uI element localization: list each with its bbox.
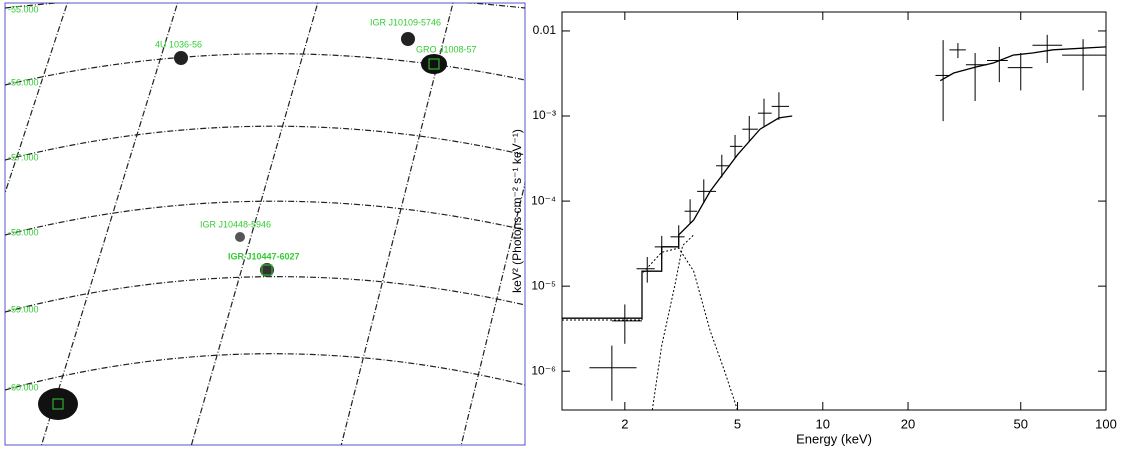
x-tick-label: 5 (734, 416, 741, 431)
component-line (651, 234, 695, 411)
source-blob (174, 51, 188, 65)
x-tick-label: 2 (621, 416, 628, 431)
grid-label: -58.000 (8, 227, 39, 237)
y-tick-label: 10⁻³ (532, 108, 556, 122)
y-tick-label: 10⁻⁴ (531, 193, 556, 207)
source-marker (261, 264, 273, 276)
source-label: IGR J10109-5746 (370, 17, 441, 27)
source-blob (260, 263, 274, 277)
grid-label: -56.000 (8, 77, 39, 87)
source-label: 4U 1036-56 (155, 39, 202, 49)
y-axis-label: keV² (Photons cm⁻² s⁻¹ keV⁻¹) (510, 129, 524, 293)
grid-label: -57.000 (8, 152, 39, 162)
source-marker (428, 58, 440, 70)
grid-line (5, 3, 69, 195)
component-line (562, 247, 738, 411)
source-blob (401, 32, 415, 46)
y-tick-label: 0.01 (533, 23, 557, 37)
x-tick-label: 10 (816, 416, 830, 431)
grid-line (40, 3, 179, 445)
source-label: IGR J10447-6027 (228, 251, 300, 261)
plot-frame (561, 11, 1107, 411)
y-tick-label: 10⁻⁵ (531, 278, 556, 292)
grid-line (190, 3, 319, 445)
x-tick-label: 20 (901, 416, 915, 431)
sky-map (4, 2, 526, 446)
y-tick-label: 10⁻⁶ (531, 363, 556, 377)
grid-label: -60.000 (8, 382, 39, 392)
source-label: IGR J10448-5946 (200, 219, 271, 229)
grid-label: -59.000 (8, 304, 39, 314)
grid-line (460, 180, 525, 445)
source-marker (52, 398, 64, 410)
source-blob (421, 54, 447, 74)
x-tick-label: 50 (1014, 416, 1028, 431)
x-axis-label: Energy (keV) (796, 431, 872, 446)
source-blob (235, 232, 245, 242)
map-frame (4, 2, 526, 446)
model-line (562, 46, 1107, 319)
x-tick-label: 100 (1095, 416, 1117, 431)
source-label: GRO J1008-57 (416, 44, 477, 54)
source-blob (38, 388, 78, 420)
grid-label: -55.000 (8, 4, 39, 14)
grid-line (5, 53, 525, 86)
